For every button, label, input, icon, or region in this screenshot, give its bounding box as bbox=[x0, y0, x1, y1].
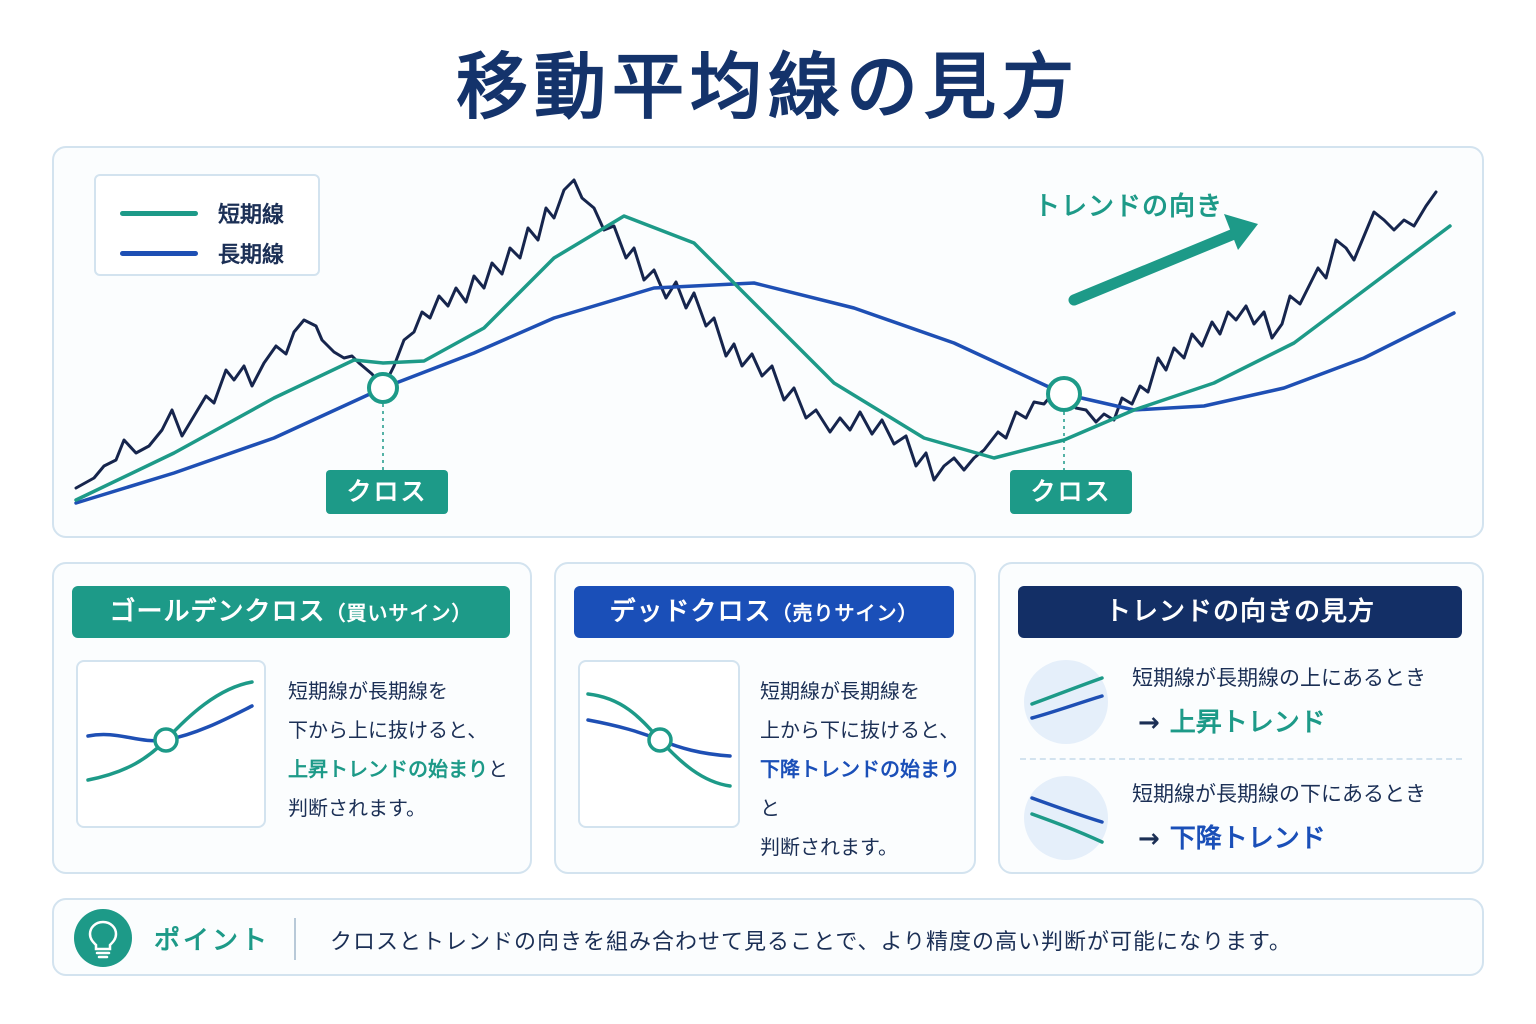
cross-marker-2 bbox=[1046, 376, 1082, 470]
cross-tag-1: クロス bbox=[326, 470, 448, 514]
dead-cross-description: 短期線が長期線を 上から下に抜けると、 下降トレンドの始まりと 判断されます。 bbox=[760, 672, 974, 867]
trend-divider bbox=[1020, 758, 1462, 760]
golden-cross-heading: ゴールデンクロス（買いサイン） bbox=[72, 586, 510, 638]
dead-cross-diagram bbox=[578, 660, 740, 828]
dead-desc-line-4: 判断されます。 bbox=[760, 835, 898, 859]
trend-up-label: 上昇トレンド bbox=[1169, 708, 1326, 738]
long-term-ma-line bbox=[74, 281, 1456, 505]
dead-desc-line-2: 上から下に抜けると、 bbox=[760, 718, 960, 742]
price-line bbox=[74, 178, 1438, 490]
golden-desc-line-2: 下から上に抜けると、 bbox=[288, 718, 488, 742]
uptrend-icon bbox=[1024, 660, 1108, 744]
point-divider bbox=[294, 918, 296, 960]
legend-label-short: 短期線 bbox=[218, 203, 285, 228]
trend-card-heading: トレンドの向きの見方 bbox=[1018, 586, 1462, 638]
legend-swatch-short bbox=[120, 210, 198, 216]
cross-tag-2: クロス bbox=[1010, 470, 1132, 514]
legend-item-long: 長期線 bbox=[120, 238, 284, 268]
moving-average-chart bbox=[74, 178, 1456, 505]
golden-highlight: 上昇トレンドの始まり bbox=[288, 757, 488, 781]
golden-desc-line-3: 上昇トレンドの始まりと bbox=[288, 750, 508, 789]
golden-cross-card: ゴールデンクロス（買いサイン） 短期線が長期線を 下から上に抜けると、 上昇トレ… bbox=[52, 562, 532, 874]
dead-tail: と bbox=[760, 796, 780, 820]
trend-up-text: 短期線が長期線の上にあるとき bbox=[1132, 666, 1426, 690]
golden-cross-diagram bbox=[76, 660, 266, 828]
arrow-right-icon: → bbox=[1138, 708, 1160, 738]
trend-down-label: 下降トレンド bbox=[1169, 824, 1326, 854]
dead-cross-subtitle: （売りサイン） bbox=[771, 601, 919, 625]
legend-swatch-long bbox=[120, 250, 198, 256]
chart-lines bbox=[74, 178, 1456, 505]
dead-cross-card: デッドクロス（売りサイン） 短期線が長期線を 上から下に抜けると、 下降トレンド… bbox=[554, 562, 976, 874]
short-term-ma-line bbox=[74, 214, 1452, 502]
lightbulb-icon bbox=[74, 909, 132, 967]
point-panel: ポイント クロスとトレンドの向きを組み合わせて見ることで、より精度の高い判断が可… bbox=[52, 898, 1484, 976]
point-label: ポイント bbox=[154, 926, 271, 956]
arrow-right-icon: → bbox=[1138, 824, 1160, 854]
legend-item-short: 短期線 bbox=[120, 198, 284, 228]
golden-tail: と bbox=[488, 757, 508, 781]
golden-cross-description: 短期線が長期線を 下から上に抜けると、 上昇トレンドの始まりと 判断されます。 bbox=[288, 672, 508, 828]
trend-row-up: 短期線が長期線の上にあるとき → 上昇トレンド bbox=[1020, 656, 1462, 752]
chart-legend: 短期線 長期線 bbox=[94, 174, 320, 276]
dead-desc-line-1: 短期線が長期線を bbox=[760, 679, 920, 703]
dead-highlight: 下降トレンドの始まり bbox=[760, 757, 960, 781]
cross-marker-1 bbox=[367, 372, 399, 470]
trend-direction-card: トレンドの向きの見方 短期線が長期線の上にあるとき → 上昇トレンド 短期線が長期… bbox=[998, 562, 1484, 874]
golden-desc-line-4: 判断されます。 bbox=[288, 796, 426, 820]
downtrend-icon bbox=[1024, 776, 1108, 860]
dead-cross-heading: デッドクロス（売りサイン） bbox=[574, 586, 954, 638]
trend-arrow-icon bbox=[1068, 214, 1258, 306]
trend-up-result: → 上昇トレンド bbox=[1138, 702, 1326, 739]
trend-down-text: 短期線が長期線の下にあるとき bbox=[1132, 782, 1426, 806]
dead-desc-line-3: 下降トレンドの始まりと bbox=[760, 750, 974, 828]
trend-row-down: 短期線が長期線の下にあるとき → 下降トレンド bbox=[1020, 772, 1462, 868]
page-title: 移動平均線の見方 bbox=[455, 45, 1080, 129]
legend-label-long: 長期線 bbox=[218, 243, 285, 268]
trend-down-result: → 下降トレンド bbox=[1138, 818, 1326, 855]
dead-cross-title: デッドクロス bbox=[609, 597, 772, 627]
chart-panel: 短期線 長期線 トレンドの向き クロス クロス bbox=[52, 146, 1484, 538]
golden-cross-subtitle: （買いサイン） bbox=[325, 601, 473, 625]
golden-desc-line-1: 短期線が長期線を bbox=[288, 679, 448, 703]
point-text: クロスとトレンドの向きを組み合わせて見ることで、より精度の高い判断が可能になりま… bbox=[330, 930, 1292, 955]
trend-direction-label: トレンドの向き bbox=[1034, 192, 1224, 222]
golden-cross-title: ゴールデンクロス bbox=[109, 597, 326, 627]
